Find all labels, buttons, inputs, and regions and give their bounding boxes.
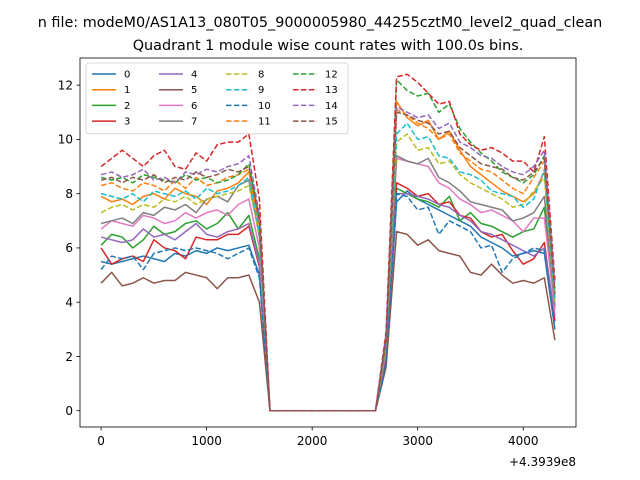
legend-label-7: 7 xyxy=(191,117,197,128)
figure-suptitle: n file: modeM0/AS1A13_080T05_9000005980_… xyxy=(38,15,603,31)
legend-label-3: 3 xyxy=(124,117,130,128)
series-line-3 xyxy=(100,182,556,412)
x-tick-label: 2000 xyxy=(297,434,328,448)
legend-label-1: 1 xyxy=(124,85,130,96)
y-tick-label: 4 xyxy=(65,295,73,309)
legend-label-9: 9 xyxy=(258,85,264,96)
series-line-11 xyxy=(100,108,556,412)
y-tick-label: 8 xyxy=(65,187,73,201)
y-tick-label: 12 xyxy=(58,78,73,92)
plot-frame xyxy=(79,57,577,428)
legend-label-8: 8 xyxy=(258,70,264,81)
y-tick-label: 10 xyxy=(58,133,73,147)
legend-label-2: 2 xyxy=(124,101,130,112)
series-line-1 xyxy=(100,100,556,412)
legend-label-13: 13 xyxy=(325,85,338,96)
series-layer xyxy=(100,73,556,412)
series-line-0 xyxy=(100,190,556,412)
y-tick-label: 0 xyxy=(65,404,73,418)
legend-label-6: 6 xyxy=(191,101,197,112)
x-tick-label: 3000 xyxy=(402,434,433,448)
x-offset-label: +4.3939e8 xyxy=(509,455,576,469)
series-line-8 xyxy=(100,133,556,412)
legend-label-12: 12 xyxy=(325,70,338,81)
series-line-15 xyxy=(100,111,556,412)
legend-label-10: 10 xyxy=(258,101,271,112)
x-tick-label: 0 xyxy=(97,434,105,448)
series-line-10 xyxy=(100,192,556,412)
legend-label-0: 0 xyxy=(124,70,130,81)
series-line-9 xyxy=(100,122,556,412)
x-tick-label: 4000 xyxy=(508,434,539,448)
series-line-4 xyxy=(100,192,556,412)
legend-label-14: 14 xyxy=(325,101,338,112)
chart-title: Quadrant 1 module wise count rates with … xyxy=(133,38,524,54)
y-tick-label: 6 xyxy=(65,241,73,255)
legend-box xyxy=(85,62,349,135)
series-line-12 xyxy=(100,78,556,412)
x-tick-label: 1000 xyxy=(191,434,222,448)
legend-label-4: 4 xyxy=(191,70,197,81)
y-tick-label: 2 xyxy=(65,350,73,364)
series-line-14 xyxy=(100,106,556,412)
legend-label-5: 5 xyxy=(191,85,197,96)
legend-label-15: 15 xyxy=(325,117,338,128)
series-line-6 xyxy=(100,157,556,412)
legend-label-11: 11 xyxy=(258,117,271,128)
